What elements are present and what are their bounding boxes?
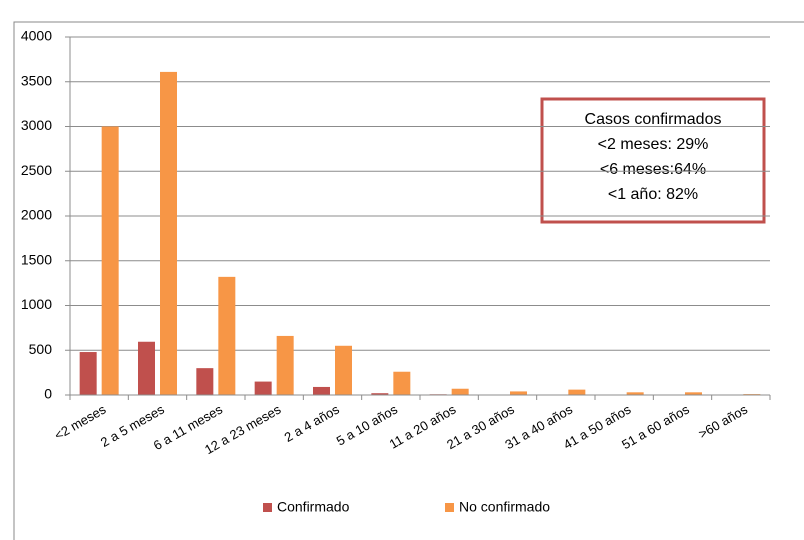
bar <box>218 276 236 395</box>
y-tick-label: 500 <box>29 341 53 357</box>
y-tick-label: 3000 <box>21 117 52 133</box>
bar <box>313 386 330 395</box>
bar <box>393 371 411 395</box>
y-tick-label: 2000 <box>21 207 52 223</box>
annotation-line: <6 meses:64% <box>600 161 706 178</box>
y-tick-label: 1500 <box>21 251 52 267</box>
y-tick-label: 0 <box>44 386 52 402</box>
annotation-line: <2 meses: 29% <box>598 136 709 153</box>
bar <box>685 392 702 395</box>
y-tick-label: 3500 <box>21 72 52 88</box>
bar <box>138 341 155 395</box>
x-tick-label: >60 años <box>696 401 751 441</box>
annotation: Casos confirmados <2 meses: 29% <6 meses:6… <box>540 97 766 224</box>
bar <box>254 381 272 395</box>
bar <box>101 126 119 395</box>
bar <box>371 393 389 395</box>
bar <box>451 388 469 395</box>
chart-frame <box>13 21 804 540</box>
legend-swatch <box>445 503 454 512</box>
bar <box>196 368 214 395</box>
legend-label: No confirmado <box>459 499 550 515</box>
bar <box>510 391 527 395</box>
annotation-box <box>540 97 766 224</box>
bar <box>160 71 177 395</box>
bar <box>335 345 352 395</box>
y-tick-label: 1000 <box>21 296 52 312</box>
annotation-line: <1 año: 82% <box>608 186 698 203</box>
bar <box>626 392 644 395</box>
legend-label: Confirmado <box>277 499 350 515</box>
legend-swatch <box>263 503 272 512</box>
annotation-line: Casos confirmados <box>585 111 722 128</box>
x-tick-label: 2 a 4 años <box>282 401 343 445</box>
y-tick-label: 4000 <box>21 28 52 44</box>
bar <box>276 335 294 395</box>
bar <box>568 389 586 395</box>
bar <box>79 352 97 395</box>
y-tick-label: 2500 <box>21 162 52 178</box>
